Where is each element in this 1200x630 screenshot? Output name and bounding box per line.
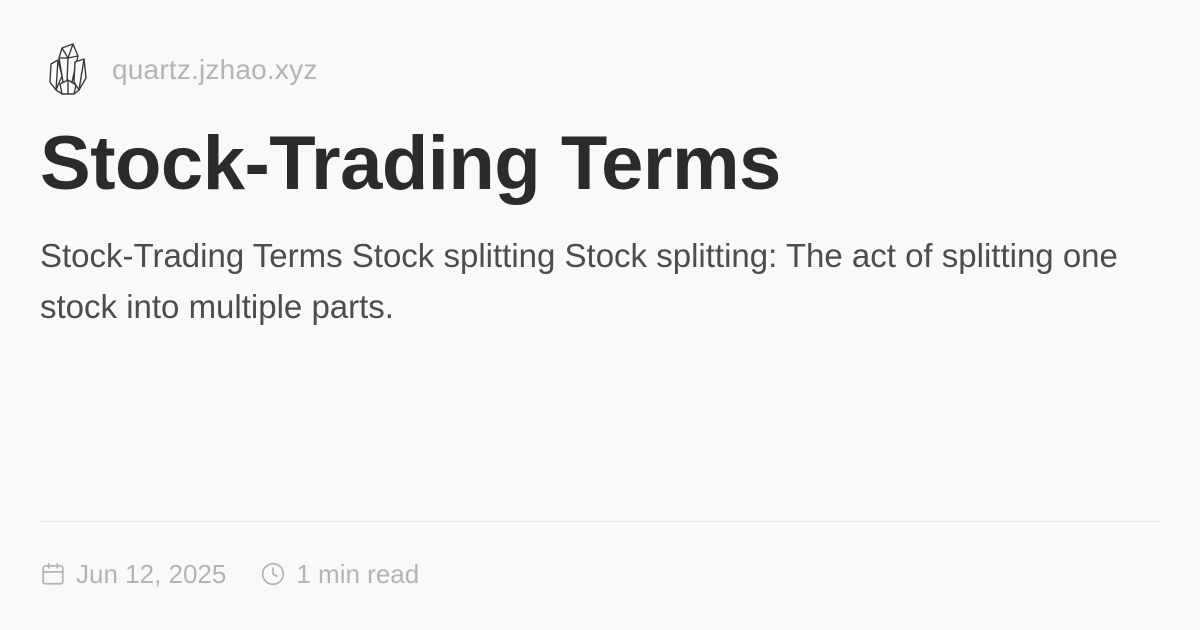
- meta-reading-time: 1 min read: [260, 559, 419, 590]
- clock-icon: [262, 562, 285, 586]
- site-header: quartz.jzhao.xyz: [46, 40, 318, 100]
- site-name[interactable]: quartz.jzhao.xyz: [112, 54, 318, 85]
- page-meta: Jun 12, 2025 1 min read: [40, 552, 453, 596]
- meta-date: Jun 12, 2025: [40, 559, 226, 590]
- calendar-icon: [42, 562, 64, 585]
- reading-time: 1 min read: [296, 558, 420, 589]
- page-description: Stock-Trading Terms Stock splitting Stoc…: [40, 237, 1118, 325]
- divider: [40, 521, 1160, 522]
- publish-date: Jun 12, 2025: [76, 558, 227, 589]
- crystal-logo-icon: [49, 43, 87, 95]
- page-title: Stock-Trading Terms: [40, 121, 781, 206]
